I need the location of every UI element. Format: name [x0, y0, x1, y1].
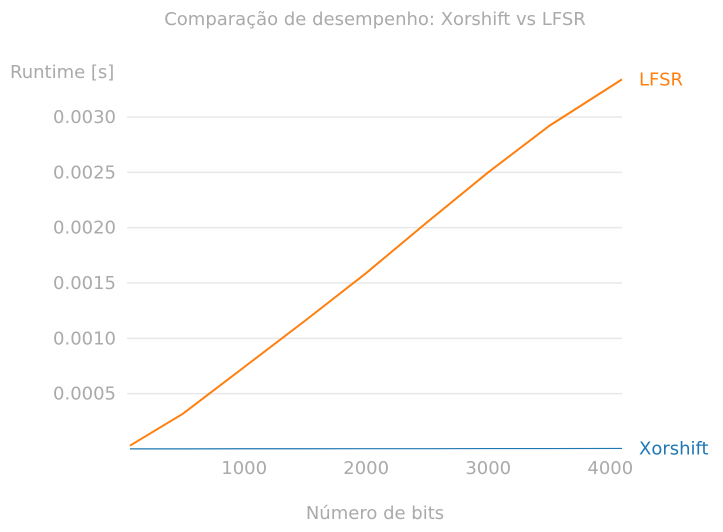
y-axis-ticks: 0.0005 0.0010 0.0015 0.0020 0.0025 0.0030	[53, 107, 116, 405]
y-tick-label: 0.0025	[53, 162, 116, 183]
y-tick-label: 0.0005	[53, 384, 116, 405]
grid-lines	[127, 116, 622, 395]
x-tick-label: 2000	[343, 458, 389, 479]
y-tick-label: 0.0030	[53, 107, 116, 128]
x-tick-label: 3000	[465, 458, 511, 479]
series-labels: LFSR Xorshift	[639, 69, 709, 459]
chart-title: Comparação de desempenho: Xorshift vs LF…	[164, 9, 586, 30]
x-axis-ticks: 1000 2000 3000 4000	[221, 458, 633, 479]
y-tick-label: 0.0015	[53, 273, 116, 294]
y-tick-label: 0.0020	[53, 218, 116, 239]
x-axis-label: Número de bits	[306, 503, 444, 524]
series-line-lfsr	[129, 78, 623, 447]
series-label-xorshift: Xorshift	[639, 438, 709, 459]
y-tick-label: 0.0010	[53, 328, 116, 349]
x-tick-label: 1000	[221, 458, 267, 479]
x-tick-label: 4000	[587, 458, 633, 479]
series-lines	[129, 78, 623, 450]
series-label-lfsr: LFSR	[639, 69, 683, 90]
y-axis-label: Runtime [s]	[10, 62, 114, 83]
